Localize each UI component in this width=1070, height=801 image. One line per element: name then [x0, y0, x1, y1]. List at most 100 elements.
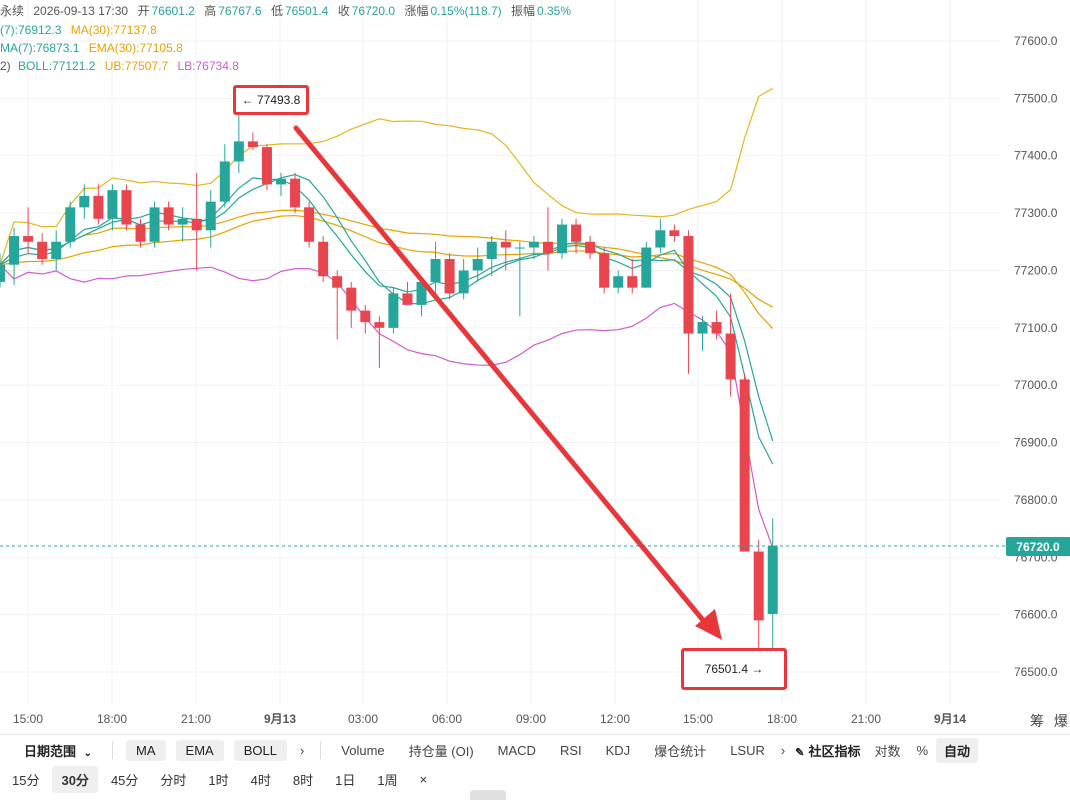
interval-selector: 15分 30分 45分 分时 1时 4时 8时 1日 1周 ×	[0, 764, 1070, 794]
candle-body	[528, 241, 539, 248]
candle-body	[332, 276, 343, 288]
candle-body	[23, 236, 34, 242]
time-tick-label: 21:00	[851, 712, 881, 726]
time-tick-label: 03:00	[348, 712, 378, 726]
amplitude-label: 振幅	[510, 4, 535, 18]
boll-value: BOLL:77121.2	[18, 59, 96, 73]
candle-body	[683, 236, 694, 334]
open-interest-indicator[interactable]: 持仓量 (OI)	[408, 743, 474, 759]
interval-4h[interactable]: 4时	[250, 772, 271, 788]
candle-body	[93, 195, 104, 219]
candles	[0, 101, 778, 672]
percent-scale-toggle[interactable]: %	[916, 742, 929, 758]
volume-indicator[interactable]: Volume	[341, 742, 385, 758]
time-tick-label: 9月14	[934, 712, 966, 726]
time-tick-label: 12:00	[600, 712, 630, 726]
price-tick-label: 77400.0	[1014, 149, 1058, 163]
kdj-indicator[interactable]: KDJ	[605, 742, 631, 758]
ma30-line	[0, 209, 774, 308]
chevron-down-icon: ⌄	[83, 747, 93, 759]
candlestick-chart[interactable]: 77600.0 77500.0 77400.0 77300.0 77200.0 77100…	[0, 0, 1070, 734]
low-label: 低	[270, 4, 283, 18]
interval-1w[interactable]: 1周	[377, 772, 398, 788]
liquidation-button[interactable]: 爆	[1053, 713, 1068, 729]
time-tick-label: 18:00	[767, 712, 797, 726]
candle-body	[697, 322, 708, 334]
candle-body	[233, 141, 244, 162]
ma30-value: MA(30):77137.8	[70, 23, 157, 37]
date-range-dropdown[interactable]: 日期范围 ⌄	[0, 741, 104, 760]
right-corner-labels: 筹 爆	[1030, 711, 1068, 731]
symbol-suffix: 永续	[0, 4, 25, 18]
auto-scale-button[interactable]: 自动	[936, 737, 979, 763]
sub-indicators-more-button[interactable]: ›	[780, 742, 786, 758]
ma-pill[interactable]: MA	[126, 739, 166, 761]
candle-body	[514, 247, 525, 249]
boll-upper-band-line	[0, 87, 774, 265]
close-icon[interactable]: ×	[419, 771, 428, 787]
rsi-indicator[interactable]: RSI	[559, 742, 582, 758]
bar-datetime: 2026-09-13 17:30	[33, 4, 129, 18]
candle-body	[388, 293, 399, 328]
boll-pill[interactable]: BOLL	[233, 739, 287, 761]
candle-body	[472, 258, 483, 271]
amplitude-value: 0.35%	[536, 4, 572, 18]
candle-body	[9, 236, 20, 265]
main-indicators-more-button[interactable]: ›	[299, 742, 305, 758]
interval-30m[interactable]: 30分	[52, 765, 98, 793]
price-tick-label: 77200.0	[1014, 263, 1058, 277]
time-tick-label: 09:00	[516, 712, 546, 726]
price-tick-label: 77000.0	[1014, 378, 1058, 392]
candle-body	[0, 264, 5, 282]
price-tick-label: 76500.0	[1014, 665, 1058, 679]
candle-body	[191, 218, 202, 231]
candle-body	[711, 322, 722, 334]
candle-body	[51, 241, 62, 259]
candle-body	[374, 322, 385, 328]
candle-body	[627, 276, 638, 288]
candle-body	[37, 241, 48, 259]
panel-resize-handle[interactable]	[470, 790, 506, 800]
lb-value: LB:76734.8	[177, 59, 239, 73]
candle-body	[107, 190, 118, 219]
community-indicators-button[interactable]: ✎ 社区指标	[789, 741, 866, 760]
interval-15m[interactable]: 15分	[12, 772, 40, 788]
candle-body	[346, 287, 357, 311]
interval-timeline[interactable]: 分时	[160, 772, 187, 788]
macd-indicator[interactable]: MACD	[497, 742, 536, 758]
candle-body	[219, 161, 230, 202]
ub-value: UB:77507.7	[104, 59, 169, 73]
candle-body	[557, 224, 567, 254]
candle-body	[486, 241, 497, 259]
interval-45m[interactable]: 45分	[110, 772, 139, 788]
price-tick-label: 77500.0	[1014, 91, 1058, 105]
time-axis[interactable]: 15:00 18:00 21:00 9月13 03:00 06:00 09:00 12:00 1…	[13, 712, 966, 726]
candle-body	[458, 270, 469, 294]
candle-body	[402, 293, 413, 305]
candle-body	[261, 147, 272, 185]
candle-body	[79, 195, 90, 208]
price-axis[interactable]: 77600.0 77500.0 77400.0 77300.0 77200.0 77100…	[1014, 34, 1058, 679]
interval-1d[interactable]: 1日	[335, 772, 356, 788]
log-scale-toggle[interactable]: 对数	[874, 743, 901, 759]
high-value: 76767.6	[218, 4, 262, 18]
candle-body	[65, 207, 76, 242]
candle-body	[655, 230, 666, 248]
chip-distribution-button[interactable]: 筹	[1030, 713, 1044, 729]
change-value: 0.15%(118.7)	[430, 4, 502, 18]
candle-body	[149, 207, 160, 242]
boll-lower-band-line	[0, 264, 774, 548]
open-label: 开	[137, 4, 150, 18]
lsur-indicator[interactable]: LSUR	[730, 742, 765, 758]
interval-1h[interactable]: 1时	[208, 772, 229, 788]
liquidation-stats-indicator[interactable]: 爆仓统计	[654, 743, 707, 759]
candle-body	[599, 253, 610, 288]
toolbar-divider	[112, 741, 114, 759]
ema-info-row: MA(7):76873.1 EMA(30):77105.8	[0, 40, 189, 56]
open-value: 76601.2	[151, 4, 195, 18]
indicator-toolbar: 日期范围 ⌄ MA EMA BOLL › Volume 持仓量 (OI) MAC…	[0, 734, 1070, 765]
ema-pill[interactable]: EMA	[175, 739, 224, 761]
interval-8h[interactable]: 8时	[292, 772, 314, 788]
candle-body	[416, 281, 427, 305]
